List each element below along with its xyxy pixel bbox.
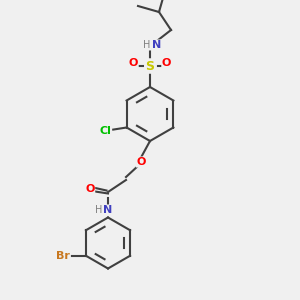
Text: N: N xyxy=(152,40,161,50)
Text: S: S xyxy=(146,59,154,73)
Text: O: O xyxy=(162,58,171,68)
Text: O: O xyxy=(129,58,138,68)
Text: N: N xyxy=(103,205,112,215)
Text: H: H xyxy=(95,205,103,215)
Text: H: H xyxy=(143,40,151,50)
Text: O: O xyxy=(136,157,146,167)
Text: Cl: Cl xyxy=(100,125,112,136)
Text: Br: Br xyxy=(56,251,70,261)
Text: O: O xyxy=(85,184,95,194)
